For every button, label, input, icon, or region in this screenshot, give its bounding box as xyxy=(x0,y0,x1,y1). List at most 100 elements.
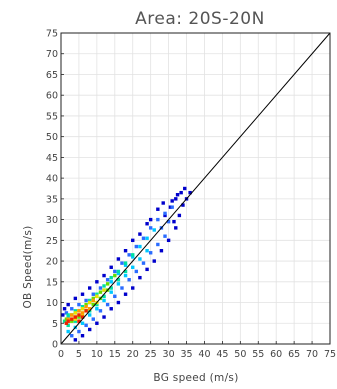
y-tick-label: 60 xyxy=(46,91,58,102)
x-tick-label: 10 xyxy=(91,349,103,360)
density-point xyxy=(80,311,85,315)
density-point xyxy=(168,205,173,209)
x-tick-label: 45 xyxy=(216,349,228,360)
density-point xyxy=(116,278,121,282)
density-point xyxy=(156,242,160,247)
density-point xyxy=(64,321,69,325)
x-axis-label: BG speed (m/s) xyxy=(153,372,238,384)
density-point xyxy=(183,186,187,191)
density-point xyxy=(77,315,81,319)
density-point xyxy=(70,319,74,323)
x-axis-ticks: 0 5 10 15 20 25 30 35 40 45 50 55 60 65 70 75 xyxy=(58,341,336,360)
density-point xyxy=(188,190,192,195)
density-point xyxy=(66,329,70,334)
y-tick-label: 35 xyxy=(46,194,58,205)
density-point xyxy=(61,313,65,317)
density-point xyxy=(77,319,81,323)
density-point xyxy=(91,292,95,296)
y-tick-label: 30 xyxy=(46,215,58,226)
y-tick-label: 45 xyxy=(46,153,58,164)
density-point xyxy=(102,315,106,319)
density-point xyxy=(77,309,81,313)
density-point xyxy=(80,321,85,325)
density-point xyxy=(66,317,70,321)
y-tick-label: 70 xyxy=(46,49,58,60)
density-point xyxy=(170,199,174,203)
y-tick-label: 0 xyxy=(52,340,58,351)
density-point xyxy=(127,253,131,257)
density-point xyxy=(148,226,153,230)
density-point xyxy=(105,282,110,286)
density-point xyxy=(123,249,128,253)
density-point xyxy=(163,234,167,238)
density-point xyxy=(66,323,70,328)
y-tick-label: 50 xyxy=(46,132,58,143)
x-tick-label: 55 xyxy=(252,349,264,360)
x-tick-label: 65 xyxy=(288,349,300,360)
density-point xyxy=(66,315,70,319)
density-point xyxy=(156,207,160,211)
density-point xyxy=(91,298,95,303)
density-point xyxy=(120,286,124,290)
density-point xyxy=(87,298,92,303)
density-point xyxy=(87,300,92,305)
density-point xyxy=(87,327,92,332)
density-point xyxy=(66,302,70,307)
x-tick-label: 30 xyxy=(163,349,175,360)
density-point xyxy=(95,307,99,311)
density-point xyxy=(73,317,78,321)
density-point xyxy=(80,334,85,338)
density-point xyxy=(102,288,106,292)
y-tick-label: 5 xyxy=(52,319,58,330)
x-tick-label: 50 xyxy=(234,349,246,360)
y-tick-label: 55 xyxy=(46,111,58,122)
density-point xyxy=(145,267,149,272)
density-point xyxy=(102,273,106,278)
density-point xyxy=(131,238,135,243)
density-point xyxy=(131,253,135,257)
density-point xyxy=(145,249,149,253)
density-point xyxy=(141,261,146,265)
density-point xyxy=(91,302,95,307)
density-point xyxy=(77,302,81,307)
density-point xyxy=(134,244,139,249)
density-point xyxy=(84,302,88,307)
y-tick-label: 20 xyxy=(46,257,58,268)
density-point xyxy=(113,294,117,299)
density-point xyxy=(131,255,135,259)
density-point xyxy=(131,265,135,269)
density-point xyxy=(70,313,74,317)
density-point xyxy=(161,201,165,205)
x-tick-label: 20 xyxy=(127,349,139,360)
density-point xyxy=(77,313,81,317)
density-point xyxy=(123,269,128,274)
density-point xyxy=(170,205,174,209)
density-point xyxy=(177,213,182,218)
density-point xyxy=(148,251,153,255)
density-point xyxy=(87,313,92,317)
density-point xyxy=(127,278,131,282)
chart-title: Area: 20S-20N xyxy=(135,9,265,29)
chart-grid xyxy=(60,32,331,345)
density-point xyxy=(95,294,99,299)
x-tick-label: 0 xyxy=(58,349,64,360)
density-point xyxy=(87,307,92,311)
density-point xyxy=(102,284,106,288)
density-point xyxy=(62,307,67,311)
density-point xyxy=(80,315,85,319)
density-point xyxy=(131,286,135,290)
x-tick-label: 70 xyxy=(306,349,318,360)
density-point xyxy=(138,244,142,249)
density-point xyxy=(84,323,88,328)
density-point xyxy=(145,236,149,240)
density-point xyxy=(95,292,99,296)
density-point xyxy=(64,317,69,321)
density-point xyxy=(120,261,124,265)
density-point xyxy=(98,309,103,313)
density-point xyxy=(123,273,128,278)
density-point xyxy=(116,269,121,274)
density-points xyxy=(61,186,192,342)
density-point xyxy=(109,265,113,269)
one-to-one-reference-line xyxy=(60,32,331,345)
